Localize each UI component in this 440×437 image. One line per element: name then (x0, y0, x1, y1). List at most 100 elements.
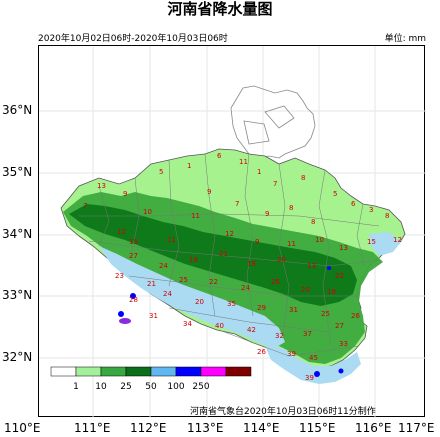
svg-text:25: 25 (179, 276, 188, 284)
svg-text:8: 8 (385, 212, 389, 220)
svg-text:39: 39 (305, 374, 314, 382)
svg-text:12: 12 (393, 236, 402, 244)
svg-text:21: 21 (219, 250, 228, 258)
legend-swatch-5 (175, 366, 202, 377)
svg-text:8: 8 (311, 218, 315, 226)
legend-swatch-4 (150, 366, 177, 377)
svg-text:15: 15 (367, 238, 376, 246)
svg-text:31: 31 (289, 306, 298, 314)
svg-text:29: 29 (257, 304, 266, 312)
precipitation-map: 13 7 9 5 1 6 11 1 7 8 5 6 3 8 7 9 8 8 9 … (38, 46, 426, 418)
svg-text:9: 9 (265, 210, 269, 218)
svg-text:7: 7 (83, 202, 87, 210)
svg-text:8: 8 (289, 204, 293, 212)
svg-text:9: 9 (207, 188, 211, 196)
legend-label-25: 25 (120, 382, 131, 392)
legend-label-50: 50 (145, 382, 157, 392)
legend-label-100: 100 (167, 382, 184, 392)
svg-text:9: 9 (123, 190, 127, 198)
legend-swatch-3 (125, 366, 152, 377)
svg-text:11: 11 (287, 240, 296, 248)
lat-label-36: 36°N (2, 103, 33, 117)
legend-swatch-1 (75, 366, 102, 377)
svg-text:20: 20 (277, 256, 286, 264)
lon-label-113: 113°E (187, 421, 224, 435)
precip-band-light-blue-east (369, 232, 401, 256)
svg-text:24: 24 (241, 284, 250, 292)
legend-label-10: 10 (95, 382, 107, 392)
lat-label-32: 32°N (2, 350, 33, 364)
lat-label-35: 35°N (2, 165, 33, 179)
svg-text:31: 31 (149, 312, 158, 320)
lon-label-116: 116°E (355, 421, 392, 435)
svg-text:13: 13 (97, 182, 106, 190)
northern-outline (230, 85, 316, 159)
county-boundaries (79, 153, 380, 357)
svg-text:13: 13 (307, 262, 316, 270)
svg-text:20: 20 (195, 298, 204, 306)
svg-text:26: 26 (257, 348, 266, 356)
svg-text:22: 22 (335, 272, 344, 280)
lon-label-112: 112°E (130, 421, 167, 435)
svg-text:5: 5 (159, 168, 163, 176)
svg-text:18: 18 (189, 256, 198, 264)
svg-text:1: 1 (187, 162, 191, 170)
svg-text:18: 18 (247, 260, 256, 268)
svg-text:7: 7 (235, 200, 239, 208)
legend-label-250: 250 (192, 382, 209, 392)
svg-text:33: 33 (339, 340, 348, 348)
precip-band-light-blue (99, 246, 285, 348)
svg-text:42: 42 (247, 326, 256, 334)
credit-line: 河南省气象台2020年10月03日06时11分制作 (190, 407, 376, 417)
svg-text:22: 22 (209, 278, 218, 286)
svg-text:39: 39 (287, 350, 296, 358)
svg-text:10: 10 (315, 236, 324, 244)
station-values: 13 7 9 5 1 6 11 1 7 8 5 6 3 8 7 9 8 8 9 … (83, 152, 402, 382)
time-period: 2020年10月02日06时-2020年10月03日06时 (38, 34, 228, 44)
svg-text:5: 5 (333, 190, 337, 198)
heavy-rain-spots (118, 266, 344, 377)
legend-swatch-7 (225, 366, 252, 377)
svg-text:11: 11 (167, 236, 176, 244)
lon-label-111: 111°E (74, 421, 111, 435)
svg-text:21: 21 (147, 280, 156, 288)
svg-text:8: 8 (301, 174, 305, 182)
svg-text:6: 6 (217, 152, 222, 160)
lon-label-117: 117°E (398, 421, 435, 435)
lon-label-110: 110°E (4, 421, 41, 435)
svg-text:3: 3 (369, 206, 373, 214)
unit-label: 单位: mm (384, 34, 426, 44)
legend-swatch-0 (50, 366, 77, 377)
svg-text:37: 37 (303, 330, 312, 338)
svg-text:35: 35 (227, 300, 236, 308)
svg-text:40: 40 (215, 322, 224, 330)
svg-text:13: 13 (339, 244, 348, 252)
svg-text:11: 11 (239, 158, 248, 166)
legend-label-1: 1 (73, 382, 79, 392)
svg-text:28: 28 (129, 296, 138, 304)
lon-label-115: 115°E (299, 421, 336, 435)
svg-text:11: 11 (191, 212, 200, 220)
svg-text:15: 15 (129, 238, 138, 246)
svg-text:25: 25 (321, 310, 330, 318)
svg-text:12: 12 (117, 228, 126, 236)
legend-swatch-6 (200, 366, 227, 377)
lon-label-114: 114°E (243, 421, 280, 435)
lat-label-34: 34°N (2, 227, 33, 241)
map-frame: 13 7 9 5 1 6 11 1 7 8 5 6 3 8 7 9 8 8 9 … (38, 45, 426, 418)
legend-swatch-2 (100, 366, 127, 377)
svg-text:9: 9 (255, 238, 259, 246)
legend: 1 10 25 50 100 250 (50, 366, 252, 392)
svg-text:24: 24 (163, 290, 172, 298)
svg-text:23: 23 (115, 272, 124, 280)
svg-text:18: 18 (327, 288, 336, 296)
precip-band-light-blue-south (265, 346, 361, 384)
svg-text:45: 45 (309, 354, 318, 362)
map-title: 河南省降水量图 (167, 0, 273, 18)
svg-text:6: 6 (351, 200, 356, 208)
svg-text:24: 24 (159, 262, 168, 270)
svg-text:26: 26 (271, 278, 280, 286)
svg-text:1: 1 (257, 168, 261, 176)
svg-text:27: 27 (335, 322, 344, 330)
svg-text:10: 10 (143, 208, 152, 216)
